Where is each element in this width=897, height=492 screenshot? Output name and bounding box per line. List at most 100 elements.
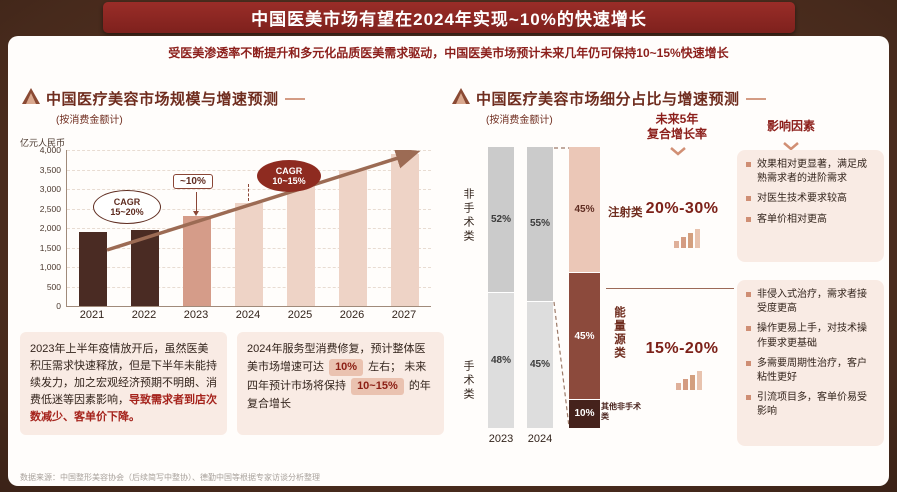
x-tick-label: 2021 xyxy=(79,309,105,321)
segment-非手术类: 55% xyxy=(527,147,553,302)
x-axis-labels: 2021 2022 2023 2024 2025 2026 2027 xyxy=(66,309,430,323)
note-2024-text1: 2024年服务型消费修复，预计整体医美市场增速可达 xyxy=(247,343,426,374)
note-2023-text: 2023年上半年疫情放开后，虽然医美积压需求快速释放，但是下半年未能持续发力，加… xyxy=(30,343,217,407)
cagr-past-line2: 15~20% xyxy=(110,207,144,217)
bar-2024 xyxy=(235,202,263,306)
factor-item: 对医生技术要求较高 xyxy=(746,192,875,206)
annotation-connector-arrow xyxy=(193,192,199,216)
y-tick-label: 0 xyxy=(56,301,61,311)
factor-item: 操作更易上手，对技术操作要求更基础 xyxy=(746,322,875,350)
factor-item: 非侵入式治疗，需求者接受度更高 xyxy=(746,288,875,316)
cagr-header-line2: 复合增长率 xyxy=(646,127,707,141)
factor-item: 效果相对更显著，满足成熟需求者的进阶需求 xyxy=(746,158,875,186)
bar-2026 xyxy=(339,169,367,306)
cagr-value-injection: 20%-30% xyxy=(645,200,719,217)
factors-list-injection: 效果相对更显著，满足成熟需求者的进阶需求对医生技术要求较高 客单价相对更高 xyxy=(746,158,875,227)
cagr-future-line2: 10~15% xyxy=(272,176,306,186)
cagr-header-line1: 未来5年 xyxy=(655,112,699,126)
bar-2027 xyxy=(391,153,419,306)
category-label-nonsurgical: 非手术类 xyxy=(462,188,474,244)
row-divider xyxy=(606,288,734,289)
x-tick-label: 2027 xyxy=(391,309,417,321)
bar-2022 xyxy=(131,229,159,306)
section-header: 中国医疗美容市场规模与增速预测 xyxy=(22,88,305,109)
x-tick-label: 2024 xyxy=(235,309,261,321)
y-tick-label: 4,000 xyxy=(39,145,61,155)
note-2024-text2: 左右； xyxy=(368,361,402,374)
factors-list-energy: 非侵入式治疗，需求者接受度更高 操作更易上手，对技术操作要求更基础 多需要周期性治疗… xyxy=(746,288,875,420)
y-axis-unit-label: 亿元人民币 xyxy=(20,138,66,148)
y-tick-label: 2,000 xyxy=(39,223,61,233)
segment-手术类: 45% xyxy=(527,301,553,428)
section-title: 中国医疗美容市场细分占比与增速预测 xyxy=(476,91,740,108)
chevron-down-icon xyxy=(669,143,687,156)
cagr-past-annotation: CAGR 15~20% xyxy=(93,190,161,224)
x-tick-label: 2022 xyxy=(131,309,157,321)
bar-2021 xyxy=(79,231,107,306)
factors-box-injection: 效果相对更显著，满足成熟需求者的进阶需求对医生技术要求较高 客单价相对更高 xyxy=(737,150,884,262)
y-tick-label: 2,500 xyxy=(39,203,61,214)
section-subtitle: (按消费金额计) xyxy=(486,115,553,126)
column-header-factors: 影响因素 xyxy=(766,119,815,133)
page-title: 中国医美市场有望在2024年实现~10%的快速增长 xyxy=(251,10,647,29)
data-source-note: 数据来源：中国整形美容协会（后续简写中整协）、德勤中国等根据专家访谈分析整理 xyxy=(20,473,320,482)
cagr-future-annotation: CAGR 10~15% xyxy=(257,160,321,192)
segment-能量源类: 45% xyxy=(569,273,600,400)
growth-2024-annotation: ~10% xyxy=(173,174,213,189)
segment-手术类: 48% xyxy=(488,293,514,428)
brand-logo-icon xyxy=(22,88,40,109)
note-2024: 2024年服务型消费修复，预计整体医美市场增速可达 10% 左右； 未来四年预计… xyxy=(237,332,444,436)
cagr-future-line1: CAGR xyxy=(275,165,303,176)
page-title-bar: 中国医美市场有望在2024年实现~10%的快速增长 xyxy=(103,2,795,33)
stacked-bar-breakdown: 45% 45% 10% xyxy=(569,147,600,428)
note-2024-text3: 未来四年预计市场将保持 xyxy=(247,361,427,393)
x-tick-label: 2023 xyxy=(183,309,209,321)
segment-label-injection: 注射类 xyxy=(608,207,643,219)
segment-stacked-bar-chart: 52% 48% 2023 55% 45% 2024 45% 45% 10% xyxy=(488,147,646,452)
column-header-cagr: 未来5年 复合增长率 xyxy=(621,112,733,142)
y-tick-label: 1,000 xyxy=(39,262,61,272)
segment-share-panel: 中国医疗美容市场细分占比与增速预测 (按消费金额计) 未来5年 复合增长率 影响… xyxy=(448,88,886,480)
bar-2025 xyxy=(287,185,315,306)
category-label-surgical: 手术类 xyxy=(462,360,474,402)
chevron-down-icon xyxy=(782,138,800,151)
stacked-bar-2023: 52% 48% xyxy=(488,147,514,428)
y-tick-label: 500 xyxy=(46,281,61,292)
note-2023: 2023年上半年疫情放开后，虽然医美积压需求快速释放，但是下半年未能持续发力，加… xyxy=(20,332,227,436)
y-tick-label: 3,000 xyxy=(39,184,61,194)
section-header: 中国医疗美容市场细分占比与增速预测 xyxy=(452,88,766,109)
bar-2023 xyxy=(183,216,211,306)
section-subtitle: (按消费金额计) xyxy=(56,115,123,126)
factors-box-energy: 非侵入式治疗，需求者接受度更高 操作更易上手，对技术操作要求更基础 多需要周期性治疗… xyxy=(737,280,884,446)
x-tick-label: 2023 xyxy=(488,433,514,445)
cagr-value-energy: 15%-20% xyxy=(645,340,719,357)
growth-bars-icon xyxy=(676,370,702,395)
note-2024-text4: 的年复合增长 xyxy=(247,380,431,411)
growth-badge-10: 10% xyxy=(329,359,364,377)
brand-logo-icon xyxy=(452,88,470,109)
y-tick-label: 3,500 xyxy=(39,164,61,175)
content-card: 受医美渗透率不断提升和多元化品质医美需求驱动，中国医美市场预计未来几年仍可保持1… xyxy=(8,36,889,486)
section-title: 中国医疗美容市场规模与增速预测 xyxy=(46,91,279,108)
factor-item: 引流项目多，客单价易受影响 xyxy=(746,391,875,419)
stacked-bar-2024: 55% 45% xyxy=(527,147,553,428)
annotation-connector-dashed xyxy=(248,184,249,201)
gridline xyxy=(67,150,431,151)
growth-bars-icon xyxy=(674,228,700,253)
gridline xyxy=(67,169,431,171)
segment-非手术类: 52% xyxy=(488,147,514,294)
x-tick-label: 2026 xyxy=(339,309,365,321)
page-subtitle: 受医美渗透率不断提升和多元化品质医美需求驱动，中国医美市场预计未来几年仍可保持1… xyxy=(168,46,729,60)
segment-其他非手术类: 10% xyxy=(569,399,600,428)
factor-item: 客单价相对更高 xyxy=(746,213,875,227)
market-size-bar-chart: CAGR 15~20% ~10% CAGR 10~15% 0 500 1,000 1,… xyxy=(40,145,431,311)
decorative-dash xyxy=(284,97,305,100)
factor-item: 多需要周期性治疗，客户粘性更好 xyxy=(746,357,875,385)
y-tick-label: 1,500 xyxy=(39,242,61,253)
x-tick-label: 2024 xyxy=(527,433,553,445)
segment-label-other-nonsurgical: 其他非手术类 xyxy=(601,402,641,421)
segment-注射类: 45% xyxy=(569,147,600,274)
cagr-past-line1: CAGR xyxy=(113,196,141,207)
note-2023-highlight: 导致需求者到店次数减少、客单价下降。 xyxy=(30,394,217,424)
